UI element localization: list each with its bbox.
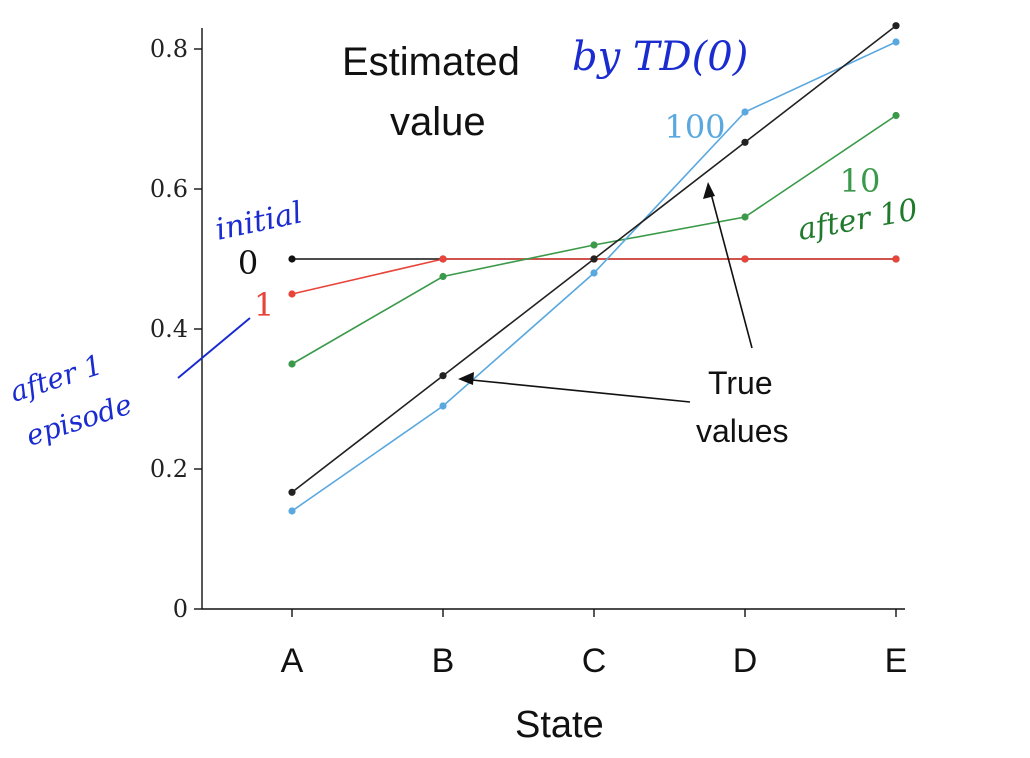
x-tick-label: E bbox=[885, 642, 908, 680]
axes: 0 0.2 0.4 0.6 0.8 A B C D E bbox=[150, 28, 908, 680]
y-tick-label: 0.2 bbox=[150, 455, 188, 483]
x-tick-label: C bbox=[582, 642, 607, 680]
annotation-true-line-2: values bbox=[696, 413, 789, 449]
data-point-2-2 bbox=[590, 241, 598, 249]
arrowhead-b bbox=[458, 372, 474, 385]
arrowhead-d bbox=[703, 182, 715, 199]
data-point-2-0 bbox=[288, 360, 296, 368]
data-point-4-0 bbox=[288, 488, 296, 496]
data-point-3-1 bbox=[439, 402, 447, 410]
chart-title-line-2: value bbox=[390, 100, 486, 144]
y-tick-label: 0 bbox=[173, 595, 188, 623]
series-label-3: 100 bbox=[664, 108, 725, 146]
data-point-1-0 bbox=[288, 290, 296, 298]
x-tick-label: A bbox=[281, 642, 304, 680]
x-tick-label: D bbox=[733, 642, 758, 680]
data-point-4-3 bbox=[741, 138, 749, 146]
arrow-to-b bbox=[461, 378, 691, 403]
y-tick-label: 0.8 bbox=[150, 35, 188, 63]
series-label-2: 10 bbox=[840, 162, 881, 200]
data-point-3-0 bbox=[288, 507, 296, 515]
data-point-4-1 bbox=[439, 372, 447, 380]
data-point-3-2 bbox=[590, 269, 598, 277]
data-point-3-3 bbox=[741, 108, 749, 116]
data-point-1-1 bbox=[439, 255, 447, 263]
series-label-1: 1 bbox=[254, 286, 274, 324]
y-tick-label: 0.6 bbox=[150, 175, 188, 203]
data-point-2-1 bbox=[439, 272, 447, 281]
data-point-4-4 bbox=[892, 22, 900, 30]
series-label-0: 0 bbox=[238, 244, 258, 282]
x-tick-label: B bbox=[432, 642, 455, 680]
y-tick-label: 0.4 bbox=[150, 315, 188, 343]
data-point-1-4 bbox=[892, 255, 900, 263]
series-points bbox=[288, 22, 900, 515]
annotation-true-line-1: True bbox=[708, 365, 773, 401]
chart-title-line-1: Estimated bbox=[342, 40, 520, 84]
note-after10: after 10 bbox=[795, 192, 920, 247]
arrow-to-d bbox=[708, 185, 753, 349]
annotation-arrows bbox=[458, 182, 753, 403]
note-initial: initial bbox=[212, 195, 305, 247]
series-lines bbox=[291, 25, 897, 512]
data-point-1-3 bbox=[741, 255, 749, 263]
note-by-td0: by TD(0) bbox=[572, 34, 748, 80]
data-point-3-4 bbox=[892, 38, 900, 46]
data-point-0-0 bbox=[288, 255, 296, 263]
data-point-4-2 bbox=[590, 255, 598, 263]
data-point-2-4 bbox=[892, 111, 900, 120]
handwritten-notes: by TD(0) initial after 1 episode after 1… bbox=[6, 34, 920, 453]
labels: Estimated value True values State 0 1 10 10… bbox=[238, 40, 881, 746]
note-after1-leader bbox=[177, 317, 251, 379]
data-point-2-3 bbox=[741, 213, 749, 221]
x-axis-label: State bbox=[515, 704, 604, 746]
